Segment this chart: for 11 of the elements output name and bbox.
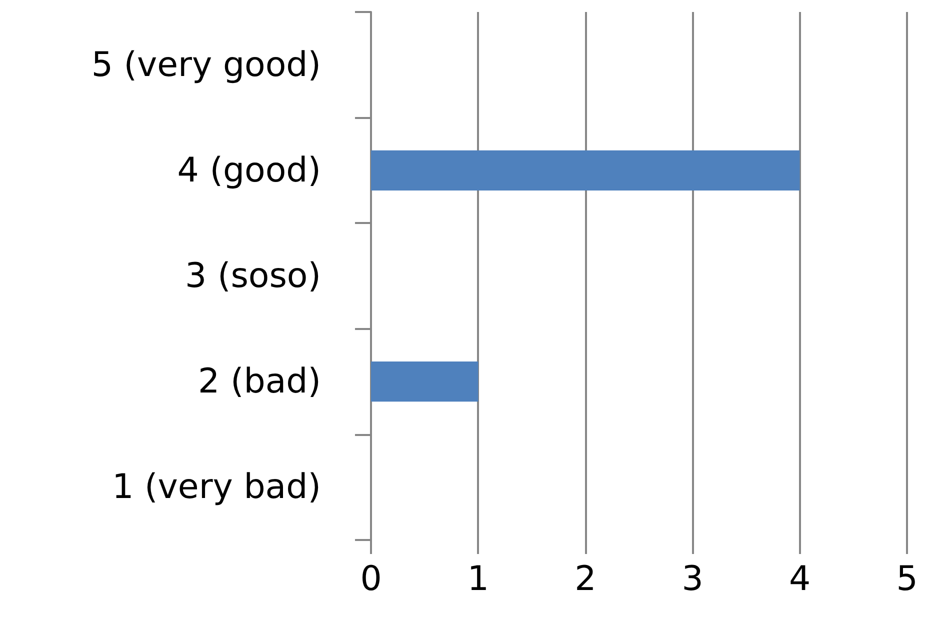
x-tick-label: 4 — [788, 559, 811, 599]
x-tick-label: 5 — [896, 559, 918, 599]
y-tick-label: 1 (very bad) — [112, 467, 321, 508]
y-tick-label: 5 (very good) — [91, 44, 321, 85]
y-tick-label: 3 (soso) — [185, 256, 321, 296]
y-tick-label: 4 (good) — [177, 150, 321, 190]
y-tick-label: 2 (bad) — [198, 362, 321, 402]
x-tick-label: 3 — [682, 559, 704, 599]
x-tick-label: 2 — [574, 559, 596, 599]
x-tick-label: 1 — [467, 559, 490, 599]
x-tick-label: 0 — [360, 559, 382, 599]
